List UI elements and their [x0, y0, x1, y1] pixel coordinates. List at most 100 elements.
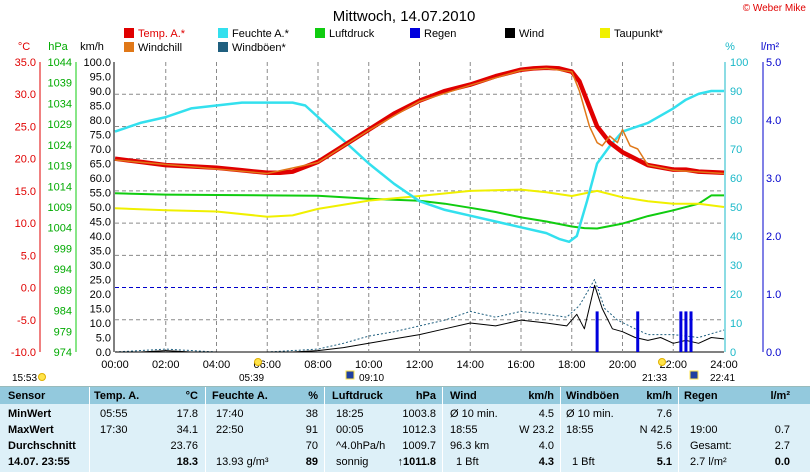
rain-current-value: 0.0: [774, 456, 790, 468]
wind-tick-label: 65.0: [90, 159, 111, 171]
legend-label: Temp. A.*: [138, 28, 186, 40]
time-tick-label: 02:00: [152, 359, 180, 371]
row-label-avg: Durchschnitt: [8, 440, 76, 452]
header-gust-unit: km/h: [646, 390, 672, 402]
wind-max-time: 18:55: [450, 424, 478, 436]
table-header-row: [0, 387, 810, 404]
wind-tick-label: 10.0: [90, 318, 111, 330]
wind-tick-label: 80.0: [90, 115, 111, 127]
wind-tick-label: 70.0: [90, 144, 111, 156]
rain-tick-label: 5.0: [766, 57, 781, 69]
wind-tick-label: 55.0: [90, 188, 111, 200]
time-annotation: 22:41: [710, 373, 735, 384]
time-tick-label: 10:00: [355, 359, 383, 371]
temp-tick-label: 20.0: [15, 154, 36, 166]
gust-min-value: 7.6: [656, 408, 672, 420]
time-tick-label: 14:00: [456, 359, 484, 371]
temp-unit-label: °C: [18, 41, 30, 53]
temp-tick-label: 15.0: [15, 186, 36, 198]
pressure-tick-label: 1004: [48, 223, 72, 235]
wind-tick-label: 85.0: [90, 101, 111, 113]
weather-chart: Mittwoch, 14.07.2010 © Weber Mike Temp. …: [11, 3, 807, 384]
header-temp: Temp. A.: [94, 390, 140, 402]
humidity-tick-label: 40: [730, 231, 742, 243]
abs-humidity: 13.93 g/m³: [216, 456, 269, 468]
wind-tick-label: 75.0: [90, 130, 111, 142]
rain-bar: [684, 311, 688, 352]
wind-tick-label: 35.0: [90, 246, 111, 258]
wind-current-value: 4.3: [538, 456, 554, 468]
press-avg-value: 1009.7: [402, 440, 436, 452]
wind-tick-label: 0.0: [96, 347, 111, 359]
humidity-unit-label: %: [725, 41, 735, 53]
rain-tick-label: 2.0: [766, 231, 781, 243]
gust-min-time: Ø 10 min.: [566, 408, 614, 420]
wind-tick-label: 40.0: [90, 231, 111, 243]
time-tick-label: 04:00: [203, 359, 231, 371]
series-windchill: [114, 67, 725, 175]
weather-forecast: sonnig: [336, 456, 369, 468]
pressure-tick-label: 1029: [48, 119, 72, 131]
legend-swatch: [315, 28, 325, 38]
wind-min-value: 4.5: [538, 408, 554, 420]
legend-label: Windchill: [138, 42, 182, 54]
pressure-tick-label: 979: [54, 326, 72, 338]
temp-max-time: 17:30: [100, 424, 128, 436]
wind-beaufort: 1 Bft: [456, 456, 479, 468]
legend-label: Regen: [424, 28, 456, 40]
header-humidity: Feuchte A.: [212, 390, 268, 402]
temp-tick-label: 35.0: [15, 57, 36, 69]
legend-swatch: [410, 28, 420, 38]
humidity-tick-label: 80: [730, 115, 742, 127]
legend-label: Luftdruck: [329, 28, 375, 40]
rain-tick-label: 4.0: [766, 115, 781, 127]
wind-tick-label: 95.0: [90, 72, 111, 84]
legend-swatch: [124, 42, 134, 52]
press-min-value: 1003.8: [402, 408, 436, 420]
gust-beaufort: 1 Bft: [572, 456, 595, 468]
humidity-tick-label: 30: [730, 260, 742, 272]
press-current-value: ↑1011.8: [397, 456, 436, 468]
press-trend: ^4.0hPa/h: [336, 440, 386, 452]
temp-min-value: 17.8: [176, 408, 198, 420]
press-max-value: 1012.3: [402, 424, 436, 436]
rain-total-value: 2.7: [774, 440, 790, 452]
pressure-unit-label: hPa: [48, 41, 68, 53]
series-feuchte-a: [114, 89, 724, 244]
wind-avg-value: 4.0: [538, 440, 554, 452]
hum-avg-value: 70: [305, 440, 318, 452]
temp-max-value: 34.1: [176, 424, 198, 436]
pressure-tick-label: 984: [54, 306, 72, 318]
series-wind: [115, 284, 725, 353]
legend-swatch: [505, 28, 515, 38]
temp-tick-label: 0.0: [21, 283, 36, 295]
gust-max-time: 18:55: [566, 424, 594, 436]
humidity-tick-label: 70: [730, 144, 742, 156]
header-pressure: Luftdruck: [332, 390, 383, 402]
rain-tick-label: 1.0: [766, 289, 781, 301]
header-wind-unit: km/h: [528, 390, 554, 402]
rain-bar: [689, 311, 693, 352]
wind-distance: 96.3 km: [450, 440, 490, 452]
wind-tick-label: 50.0: [90, 202, 111, 214]
gust-current-value: 5.1: [656, 456, 672, 468]
pressure-tick-label: 999: [54, 243, 72, 255]
time-tick-label: 24:00: [710, 359, 738, 371]
plot-area: [114, 65, 725, 353]
time-tick-label: 16:00: [507, 359, 535, 371]
wind-min-time: Ø 10 min.: [450, 408, 498, 420]
legend-label: Windböen*: [232, 42, 287, 54]
rain-bar: [679, 311, 683, 352]
series-luftdruck: [114, 192, 724, 230]
gust-max-value: N 42.5: [639, 424, 672, 436]
row-label-min: MinWert: [8, 408, 52, 420]
hum-min-time: 17:40: [216, 408, 244, 420]
row-label-max: MaxWert: [8, 424, 54, 436]
humidity-tick-label: 50: [730, 202, 742, 214]
rain-max-value: 0.7: [774, 424, 790, 436]
rain-unit-label: l/m²: [761, 41, 780, 53]
humidity-tick-label: 0: [730, 347, 736, 359]
pressure-tick-label: 994: [54, 264, 72, 276]
temp-tick-label: 25.0: [15, 121, 36, 133]
